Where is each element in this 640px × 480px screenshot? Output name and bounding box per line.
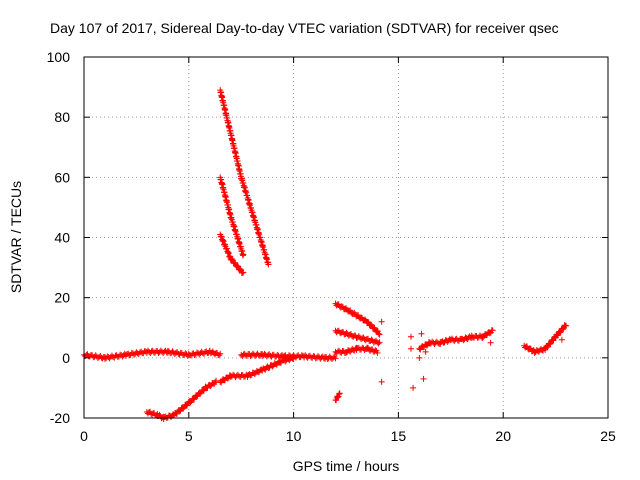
y-tick-label: 100	[47, 49, 71, 65]
data-point	[368, 321, 375, 328]
data-point	[265, 261, 272, 268]
series-low-arc-b	[217, 354, 297, 386]
axis-ticks: 0 5 10 15 20 25 -20 0 20 40 60 80 100	[47, 49, 616, 444]
data-point	[228, 256, 235, 263]
y-tick-label: 60	[54, 169, 70, 185]
data-points	[81, 87, 570, 423]
series-baseline-a	[81, 347, 224, 362]
data-point	[336, 390, 343, 397]
data-point	[251, 371, 258, 378]
data-point	[375, 340, 382, 347]
data-point	[197, 390, 204, 397]
grid-lines	[84, 57, 608, 418]
series-descending-12b	[332, 327, 383, 347]
y-tick-label: -20	[50, 410, 70, 426]
data-point	[546, 340, 553, 347]
series-cluster-21	[521, 322, 570, 356]
data-point	[240, 251, 247, 258]
series-cluster-12	[332, 344, 381, 357]
x-tick-label: 10	[286, 428, 302, 444]
data-point	[416, 354, 423, 361]
data-point	[176, 408, 183, 415]
y-tick-label: 80	[54, 109, 70, 125]
series-dip-12	[332, 390, 343, 404]
data-point	[544, 344, 551, 351]
data-point	[336, 390, 343, 397]
data-point	[290, 355, 297, 362]
series-high-arc-2	[217, 174, 247, 259]
data-point	[269, 363, 276, 370]
data-point	[378, 378, 385, 385]
data-point	[418, 330, 425, 337]
data-point	[234, 262, 241, 269]
y-tick-label: 40	[54, 230, 70, 246]
series-cluster-16	[416, 327, 496, 353]
data-point	[213, 377, 220, 384]
data-point	[407, 333, 414, 340]
data-point	[156, 411, 163, 418]
y-tick-label: 0	[62, 350, 70, 366]
data-point	[240, 269, 247, 276]
series-baseline-b	[238, 350, 339, 363]
data-point	[187, 399, 194, 406]
data-point	[558, 336, 565, 343]
data-point	[207, 383, 214, 390]
data-point	[217, 350, 224, 357]
data-point	[374, 349, 381, 356]
x-tick-label: 0	[80, 428, 88, 444]
data-point	[376, 331, 383, 338]
data-point	[216, 352, 223, 359]
data-point	[375, 330, 382, 337]
x-tick-label: 15	[391, 428, 407, 444]
y-axis-label: SDTVAR / TECUs	[8, 181, 24, 293]
x-axis-label: GPS time / hours	[293, 458, 400, 474]
data-point	[236, 266, 243, 273]
y-tick-label: 20	[54, 290, 70, 306]
data-point	[374, 328, 381, 335]
data-point	[410, 384, 417, 391]
data-point	[407, 345, 414, 352]
series-high-arc-3	[217, 231, 247, 277]
data-point	[378, 318, 385, 325]
data-point	[422, 348, 429, 355]
data-point	[335, 393, 342, 400]
chart-title: Day 107 of 2017, Sidereal Day-to-day VTE…	[50, 20, 559, 36]
series-high-arc-1	[217, 87, 272, 268]
series-descending-12a	[332, 300, 383, 338]
data-point	[487, 339, 494, 346]
data-point	[563, 322, 570, 329]
data-point	[557, 329, 564, 336]
data-point	[559, 325, 566, 332]
data-point	[489, 327, 496, 334]
data-point	[376, 339, 383, 346]
x-tick-label: 25	[600, 428, 616, 444]
x-tick-label: 20	[495, 428, 511, 444]
data-point	[420, 375, 427, 382]
data-point	[364, 318, 371, 325]
x-tick-label: 5	[185, 428, 193, 444]
data-point	[332, 355, 339, 362]
